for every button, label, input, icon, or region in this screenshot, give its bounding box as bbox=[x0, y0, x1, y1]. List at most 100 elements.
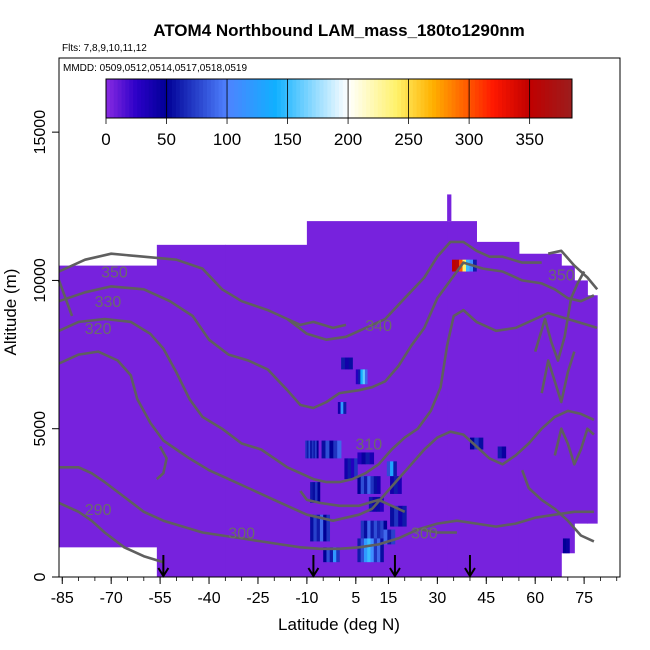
heatmap-cell bbox=[344, 357, 350, 370]
colorbar-tick-label: 100 bbox=[213, 130, 241, 149]
colorbar-swatch bbox=[513, 79, 519, 118]
colorbar-swatch bbox=[490, 79, 495, 118]
colorbar-swatch bbox=[288, 79, 293, 118]
heatmap-cell bbox=[310, 440, 313, 459]
heatmap-cell bbox=[364, 369, 368, 385]
colorbar-swatch bbox=[502, 79, 507, 118]
x-tick-label: 15 bbox=[380, 590, 398, 607]
heatmap-cell bbox=[368, 496, 373, 512]
colorbar-swatch bbox=[366, 79, 371, 118]
colorbar-swatch bbox=[113, 79, 119, 118]
colorbar-swatch bbox=[307, 79, 313, 118]
colorbar-swatch bbox=[389, 79, 394, 118]
heatmap-cell bbox=[310, 514, 314, 542]
colorbar-swatch bbox=[451, 79, 456, 118]
heatmap-cell bbox=[316, 440, 319, 459]
flight-arrow-head bbox=[464, 567, 476, 578]
colorbar-swatch bbox=[455, 79, 460, 118]
colorbar-swatch bbox=[529, 79, 534, 118]
contour-line bbox=[420, 528, 457, 534]
colorbar-swatch bbox=[257, 79, 262, 118]
contour-line bbox=[553, 427, 595, 466]
colorbar-swatch bbox=[358, 79, 363, 118]
field-region bbox=[574, 280, 588, 524]
colorbar-swatch bbox=[544, 79, 550, 118]
contour-line bbox=[58, 252, 347, 330]
y-tick-label: 10000 bbox=[32, 258, 49, 303]
colorbar-swatch bbox=[210, 79, 216, 118]
heatmap-cell bbox=[358, 369, 361, 385]
heatmap-cell bbox=[402, 505, 407, 527]
colorbar-swatch bbox=[117, 79, 122, 118]
heatmap-cell bbox=[357, 538, 362, 563]
colorbar-swatch bbox=[537, 79, 542, 118]
colorbar-swatch bbox=[373, 79, 379, 118]
x-tick-label: 30 bbox=[428, 590, 446, 607]
heatmap-cell bbox=[329, 440, 334, 459]
colorbar-swatch bbox=[276, 79, 282, 118]
colorbar-swatch bbox=[327, 79, 332, 118]
contour-label: 350 bbox=[548, 267, 575, 284]
y-tick-label: 5000 bbox=[32, 411, 49, 447]
contour-line bbox=[59, 466, 594, 551]
colorbar-swatch bbox=[471, 79, 476, 118]
colorbar-swatch bbox=[560, 79, 565, 118]
colorbar-swatch bbox=[214, 79, 220, 118]
colorbar-swatch bbox=[401, 79, 406, 118]
colorbar: 0 50 100 150 200 250 300 350 bbox=[101, 78, 573, 149]
colorbar-swatch bbox=[218, 79, 223, 118]
colorbar-swatch bbox=[144, 79, 150, 118]
heatmap-cell bbox=[363, 476, 368, 494]
colorbar-swatch bbox=[346, 79, 352, 118]
heatmap-cell bbox=[308, 440, 311, 459]
heatmap-cell bbox=[336, 547, 340, 563]
field-region bbox=[587, 295, 598, 524]
y-axis-label: Altitude (m) bbox=[1, 269, 20, 356]
heatmap-cell bbox=[360, 369, 363, 385]
colorbar-tick-label: 50 bbox=[157, 130, 176, 149]
colorbar-swatch bbox=[199, 79, 204, 118]
colorbar-swatch bbox=[125, 79, 130, 118]
colorbar-swatch bbox=[195, 79, 200, 118]
colorbar-swatch bbox=[129, 79, 134, 118]
contour-label: 300 bbox=[228, 526, 255, 543]
colorbar-swatch bbox=[241, 79, 247, 118]
colorbar-swatch bbox=[245, 79, 251, 118]
colorbar-swatch bbox=[311, 79, 317, 118]
x-tick-label: -55 bbox=[149, 590, 172, 607]
heatmap-cell bbox=[380, 538, 384, 563]
heatmap-cell bbox=[348, 357, 353, 370]
heatmap-cell bbox=[321, 440, 326, 459]
colorbar-swatch bbox=[509, 79, 515, 118]
colorbar-swatch bbox=[505, 79, 511, 118]
colorbar-swatch bbox=[339, 79, 344, 118]
colorbar-swatch bbox=[179, 79, 185, 118]
heatmap-cell bbox=[361, 452, 366, 465]
chart-title: ATOM4 Northbound LAM_mass_180to1290nm bbox=[153, 21, 525, 40]
colorbar-swatch bbox=[261, 79, 266, 118]
heatmap-cell bbox=[501, 446, 507, 459]
colorbar-swatch bbox=[187, 79, 192, 118]
heatmap-cell bbox=[354, 458, 358, 480]
colorbar-swatch bbox=[354, 79, 359, 118]
contour-line bbox=[58, 350, 595, 522]
colorbar-swatch bbox=[494, 79, 499, 118]
heatmap-cell bbox=[455, 259, 460, 272]
heatmap-cell bbox=[326, 547, 331, 563]
heatmap-cell bbox=[319, 514, 324, 542]
contour-line bbox=[520, 469, 595, 543]
heatmap-cell bbox=[370, 520, 375, 539]
colorbar-tick-label: 150 bbox=[273, 130, 301, 149]
heatmap-cell bbox=[377, 538, 381, 563]
x-tick-label: 5 bbox=[351, 590, 360, 607]
contour-label: 330 bbox=[95, 294, 122, 311]
colorbar-swatch bbox=[109, 79, 115, 118]
colorbar-swatch bbox=[331, 79, 336, 118]
x-tick-label: 60 bbox=[526, 590, 544, 607]
colorbar-swatch bbox=[160, 79, 165, 118]
colorbar-swatch bbox=[556, 79, 561, 118]
flight-arrow-head bbox=[307, 567, 320, 578]
x-tick-label: -10 bbox=[295, 590, 318, 607]
colorbar-swatch bbox=[234, 79, 239, 118]
